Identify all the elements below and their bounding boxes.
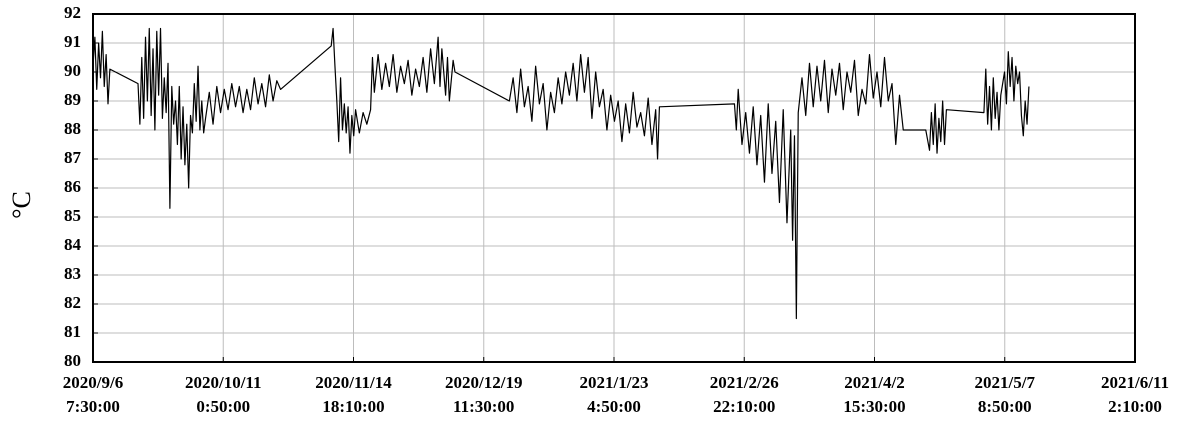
- y-tick-label: 83: [64, 264, 81, 283]
- x-tick-label: 2021/1/23 4:50:00: [580, 373, 649, 416]
- x-tick-label-line: 7:30:00: [66, 397, 120, 416]
- x-tick-label-line: 0:50:00: [196, 397, 250, 416]
- x-tick-label-line: 4:50:00: [587, 397, 641, 416]
- x-tick-label-line: 2021/1/23: [580, 373, 649, 392]
- y-tick-label: 89: [64, 90, 81, 109]
- x-tick-label: 2020/11/14 18:10:00: [315, 373, 392, 416]
- x-tick-label-line: 2021/6/11: [1101, 373, 1169, 392]
- x-tick-label-line: 11:30:00: [453, 397, 514, 416]
- y-tick-label: 88: [64, 119, 81, 138]
- x-tick-label-line: 2020/12/19: [445, 373, 522, 392]
- x-tick-label: 2021/4/2 15:30:00: [843, 373, 905, 416]
- x-tick-label-line: 18:10:00: [322, 397, 384, 416]
- x-tick-label-line: 8:50:00: [978, 397, 1032, 416]
- y-tick-label: 90: [64, 61, 81, 80]
- x-tick-label-line: 2021/2/26: [710, 373, 779, 392]
- x-tick-label-line: 15:30:00: [843, 397, 905, 416]
- x-tick-label-line: 2020/10/11: [185, 373, 262, 392]
- y-tick-label: 80: [64, 351, 81, 370]
- data-line: [92, 27, 1030, 320]
- x-tick-label-line: 2021/4/2: [844, 373, 904, 392]
- y-tick-label: 87: [64, 148, 82, 167]
- y-tick-label: 91: [64, 32, 81, 51]
- x-tick-label: 2020/10/11 0:50:00: [185, 373, 262, 416]
- x-tick-label-line: 22:10:00: [713, 397, 775, 416]
- x-tick-label: 2021/2/26 22:10:00: [710, 373, 779, 416]
- y-tick-label: 86: [64, 177, 81, 196]
- y-axis-label: °C: [7, 191, 36, 219]
- x-tick-label: 2020/9/6 7:30:00: [63, 373, 123, 416]
- x-tick-label-line: 2020/9/6: [63, 373, 123, 392]
- x-tick-label-line: 2:10:00: [1108, 397, 1162, 416]
- y-tick-label: 82: [64, 293, 81, 312]
- x-tick-label-line: 2021/5/7: [975, 373, 1036, 392]
- y-tick-label: 92: [64, 3, 81, 22]
- x-tick-label-line: 2020/11/14: [315, 373, 392, 392]
- x-tick-label: 2021/5/7 8:50:00: [975, 373, 1036, 416]
- x-tick-label: 2021/6/11 2:10:00: [1101, 373, 1169, 416]
- x-tick-label: 2020/12/19 11:30:00: [445, 373, 522, 416]
- y-tick-label: 81: [64, 322, 81, 341]
- y-tick-label: 84: [64, 235, 82, 254]
- plot-frame: [92, 13, 1136, 363]
- y-tick-label: 85: [64, 206, 81, 225]
